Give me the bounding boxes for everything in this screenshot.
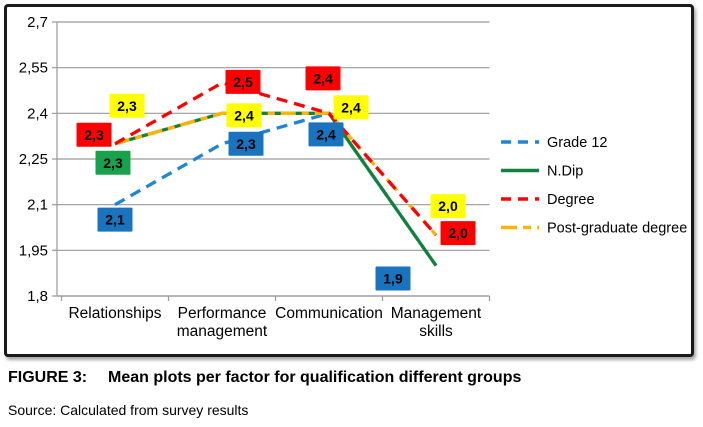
data-label-box: [76, 122, 112, 147]
data-label-value: 2,3: [84, 127, 104, 143]
figure-caption-label: FIGURE 3:: [8, 369, 88, 386]
data-label-value: 2,1: [105, 212, 125, 228]
data-label-box: [97, 207, 133, 232]
series-line-n-dip: [114, 111, 438, 267]
series-line-grade-12: [114, 111, 438, 267]
data-label-box: [95, 150, 131, 175]
y-tick-label: 2,1: [27, 197, 48, 214]
x-category-label: Communication: [275, 305, 383, 322]
y-tick-label: 2,55: [19, 60, 48, 77]
data-label-value: 2,4: [234, 107, 254, 123]
y-tick-label: 1,8: [27, 288, 48, 305]
legend-label: Degree: [547, 192, 595, 208]
y-tick-label: 2,7: [27, 14, 48, 31]
legend-label: Post-graduate degree: [547, 221, 687, 237]
data-label-value: 2,3: [103, 155, 123, 171]
y-tick-label: 1,95: [19, 242, 48, 259]
data-label-value: 2,4: [313, 70, 333, 86]
data-label-value: 2,4: [316, 126, 336, 142]
y-tick-label: 2,25: [19, 151, 48, 168]
data-label-value: 2,0: [438, 198, 458, 214]
figure-chart-panel: 2,7 2,55 2,4 2,25 2,1 1,95 1,8 Relationships Per…: [4, 4, 694, 357]
data-label-value: 2,0: [448, 225, 468, 241]
legend-label: Grade 12: [547, 135, 607, 151]
data-label-value: 2,4: [341, 99, 361, 115]
figure-caption: FIGURE 3: Mean plots per factor for quali…: [8, 369, 521, 387]
x-category-label: Management: [391, 305, 482, 322]
mean-plots-line-chart: 2,7 2,55 2,4 2,25 2,1 1,95 1,8 Relationships Per…: [19, 14, 687, 340]
data-label-box: [109, 93, 145, 118]
data-label-box: [440, 221, 476, 246]
data-label-box: [308, 122, 344, 147]
data-label-box: [228, 131, 264, 156]
data-label-value: 1,9: [383, 271, 403, 287]
x-category-label: Relationships: [68, 305, 161, 322]
data-label-value: 2,5: [233, 74, 253, 90]
y-tick-label: 2,4: [27, 105, 48, 122]
data-label-value: 2,3: [117, 98, 137, 114]
x-category-label: Performance: [178, 305, 267, 322]
data-label-box: [226, 103, 262, 128]
x-category-label: skills: [419, 323, 453, 340]
legend-label: N.Dip: [547, 164, 583, 180]
figure-caption-title: Mean plots per factor for qualification …: [108, 369, 522, 386]
data-label-box: [305, 66, 341, 91]
source-note: Source: Calculated from survey results: [8, 402, 249, 418]
data-label-box: [333, 95, 369, 120]
data-label-value: 2,3: [236, 136, 256, 152]
data-label-box: [430, 194, 466, 219]
data-label-box: [375, 266, 411, 291]
series-line-degree: [114, 81, 438, 237]
x-category-label: management: [177, 323, 268, 340]
data-label-box: [225, 69, 261, 94]
